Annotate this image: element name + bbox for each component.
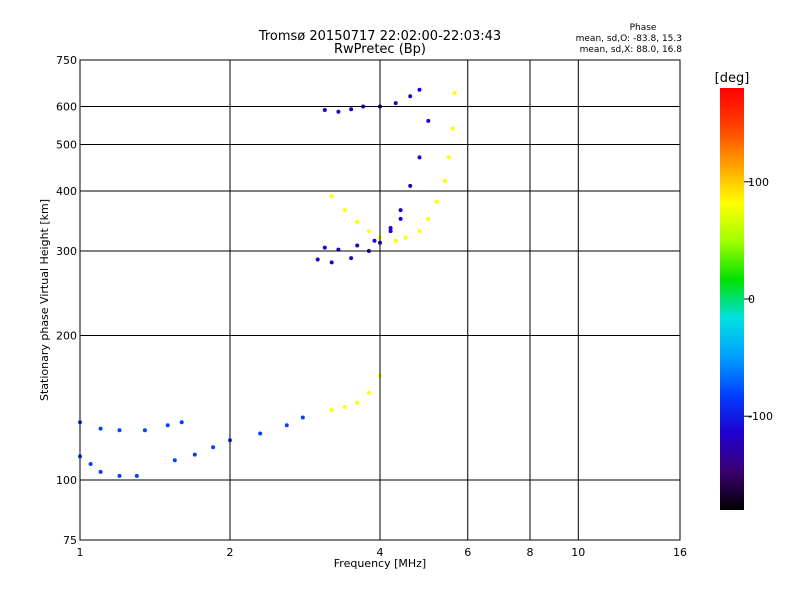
y-tick-label: 750 — [56, 54, 77, 67]
data-point-o — [98, 469, 103, 474]
data-point-o — [349, 256, 354, 261]
colorbar — [720, 88, 744, 510]
colorbar-label: [deg] — [715, 71, 750, 86]
data-point-o — [134, 473, 139, 478]
data-point-o — [417, 155, 422, 160]
data-point-o — [117, 428, 122, 433]
colorbar-tick-label: -100 — [748, 410, 773, 423]
x-tick-label: 1 — [77, 546, 84, 559]
data-point-x — [452, 91, 457, 96]
data-point-o — [322, 108, 327, 112]
colorbar-ticks: 100 0 -100 — [744, 176, 773, 423]
chart-title: Tromsø 20150717 22:02:00-22:03:43 — [258, 29, 501, 44]
x-axis-label: Frequency [MHz] — [334, 557, 426, 570]
data-point-x — [434, 199, 439, 204]
data-point-o — [408, 183, 413, 188]
data-point-o — [179, 420, 184, 425]
data-point-x — [426, 216, 431, 221]
x-tick-label: 8 — [527, 546, 534, 559]
colorbar-tick-label: 100 — [748, 176, 769, 189]
data-point-o — [372, 238, 377, 243]
data-point-o — [117, 473, 122, 478]
data-point-o — [300, 415, 305, 420]
data-point-o — [165, 423, 170, 428]
y-tick-label: 200 — [56, 330, 77, 343]
data-point-o — [398, 216, 403, 221]
x-tick-label: 16 — [673, 546, 687, 559]
data-point-x — [342, 404, 347, 409]
data-point-x — [355, 219, 360, 224]
data-point-o — [388, 229, 393, 234]
tick-labels: 1 2 4 6 8 10 16 75 100 200 300 400 500 600 750 — [56, 54, 687, 559]
data-point-x — [342, 208, 347, 213]
data-point-o — [329, 260, 334, 265]
phase-info-x: mean, sd,X: 88.0, 16.8 — [580, 45, 683, 55]
y-tick-label: 600 — [56, 101, 77, 114]
data-point-o — [398, 208, 403, 213]
phase-info-o: mean, sd,O: -83.8, 15.3 — [576, 34, 682, 44]
data-point-o — [172, 458, 177, 463]
data-point-x — [366, 390, 371, 395]
data-point-x — [329, 194, 334, 199]
y-tick-label: 400 — [56, 185, 77, 198]
data-point-o — [211, 445, 216, 450]
y-tick-label: 75 — [63, 534, 77, 547]
data-point-x — [450, 126, 455, 131]
x-tick-label: 4 — [377, 546, 384, 559]
data-point-o — [349, 107, 354, 112]
phase-info-title: Phase — [630, 23, 657, 33]
data-point-o — [98, 426, 103, 431]
data-point-x — [355, 400, 360, 405]
x-tick-label: 6 — [464, 546, 471, 559]
data-point-x — [393, 238, 398, 243]
y-tick-label: 300 — [56, 245, 77, 258]
x-tick-label: 10 — [571, 546, 585, 559]
data-point-x — [442, 178, 447, 183]
chart-subtitle: RwPretec (Bp) — [334, 42, 426, 57]
x-tick-label: 2 — [227, 546, 234, 559]
data-point-o — [315, 257, 320, 262]
data-point-o — [426, 118, 431, 123]
data-point-o — [408, 94, 413, 99]
data-point-o — [355, 243, 360, 248]
data-point-x — [446, 155, 451, 160]
grid-lines — [80, 60, 680, 540]
colorbar-tick-label: 0 — [748, 293, 755, 306]
data-point-x — [417, 229, 422, 234]
y-tick-label: 100 — [56, 474, 77, 487]
data-point-o — [142, 428, 147, 433]
data-point-o — [388, 226, 393, 230]
data-point-o — [284, 423, 289, 428]
data-point-o — [192, 452, 197, 457]
plot-frame — [79, 59, 681, 541]
y-axis-label: Stationary phase Virtual Height [km] — [38, 199, 51, 401]
data-marks — [78, 87, 457, 478]
y-tick-label: 500 — [56, 139, 77, 152]
data-point-o — [88, 462, 93, 466]
data-point-o — [336, 109, 341, 114]
data-point-o — [393, 101, 398, 106]
data-point-x — [403, 235, 408, 240]
data-point-x — [366, 229, 371, 234]
data-point-x — [329, 407, 334, 412]
data-point-o — [322, 245, 327, 250]
data-point-o — [258, 431, 263, 436]
data-point-o — [417, 87, 422, 92]
